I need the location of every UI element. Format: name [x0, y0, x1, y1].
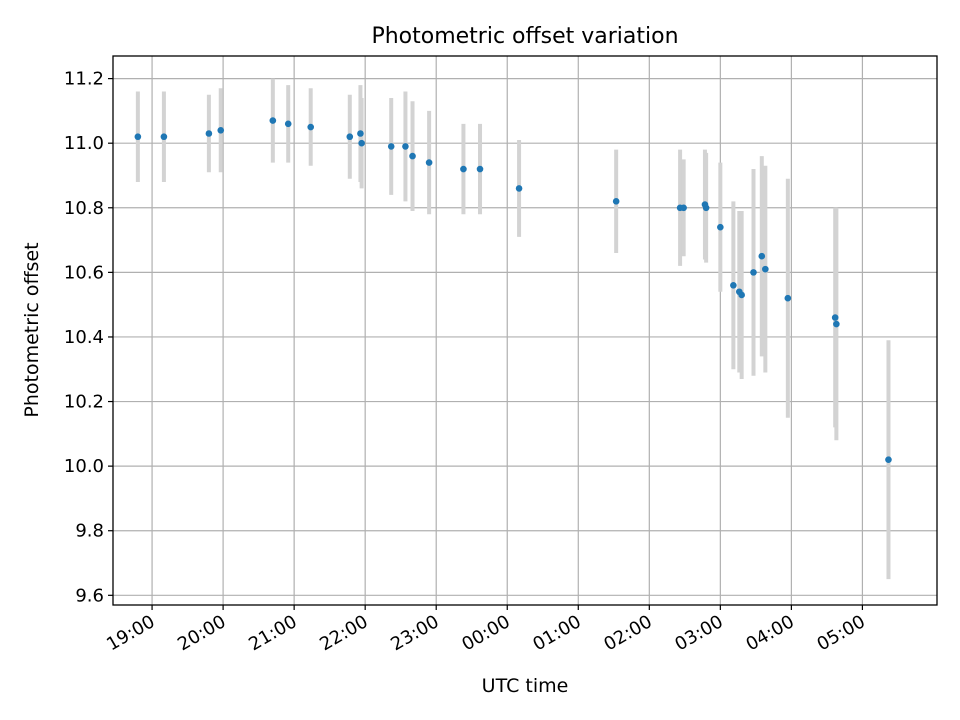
data-point	[612, 198, 620, 205]
y-tick-label: 11.0	[64, 133, 104, 154]
data-point	[134, 133, 142, 141]
data-point	[357, 130, 364, 137]
y-tick-label: 11.2	[64, 69, 104, 90]
plot-frame	[112, 55, 938, 606]
y-tick-label: 10.8	[64, 198, 104, 219]
data-point	[346, 133, 354, 141]
y-tick-label: 9.8	[75, 521, 104, 542]
y-tick-label: 10.4	[64, 327, 104, 348]
data-point	[515, 185, 523, 192]
data-point	[269, 117, 277, 124]
data-point	[217, 126, 225, 134]
data-point	[358, 139, 365, 147]
data-point	[738, 291, 745, 299]
data-point	[730, 281, 737, 289]
data-point	[460, 165, 467, 173]
data-point	[402, 143, 409, 150]
data-point	[307, 123, 315, 131]
data-points	[134, 117, 892, 463]
chart-title: Photometric offset variation	[371, 24, 678, 49]
data-point	[205, 130, 213, 137]
data-point	[702, 204, 710, 212]
y-tick-label: 10.0	[64, 456, 104, 477]
data-point	[758, 252, 766, 260]
y-axis-label: Photometric offset	[21, 242, 43, 417]
y-axis-ticks: 9.6 9.8 10.0 10.2 10.4 10.6 10.8 11.0 11.2	[64, 69, 113, 606]
data-point	[762, 265, 769, 273]
data-point	[750, 269, 757, 276]
grid-lines	[113, 56, 937, 605]
y-tick-label: 10.2	[64, 392, 104, 413]
data-point	[833, 320, 840, 328]
data-point	[717, 223, 724, 231]
data-point	[885, 456, 892, 463]
y-tick-label: 9.6	[75, 585, 104, 606]
data-point	[387, 143, 395, 150]
data-point	[680, 204, 687, 212]
y-tick-label: 10.6	[64, 262, 104, 283]
data-point	[425, 159, 433, 166]
data-point	[160, 133, 168, 141]
data-point	[784, 294, 792, 302]
data-point	[831, 314, 839, 321]
data-point	[476, 165, 484, 173]
data-point	[284, 120, 292, 128]
x-axis-label: UTC time	[482, 675, 569, 697]
data-point	[409, 152, 416, 160]
